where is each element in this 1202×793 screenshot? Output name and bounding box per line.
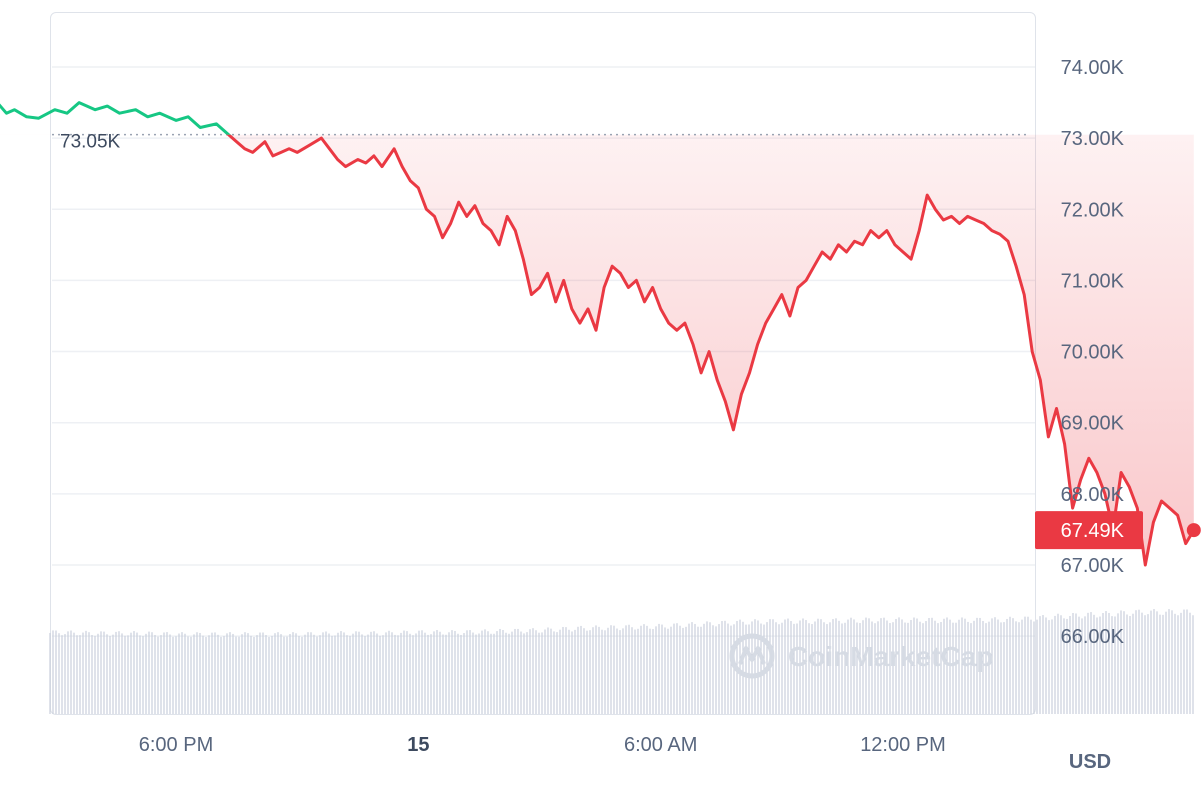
current-price-dot[interactable] [1186,523,1201,538]
x-tick-label: 6:00 PM [139,734,213,756]
y-axis: 74.00K 73.00K 72.00K 71.00K 70.00K 69.00K 68.0… [1061,57,1125,648]
y-tick-label: 69.00K [1061,413,1125,435]
watermark: CoinMarketCap [729,633,993,679]
price-line-down[interactable] [0,96,1196,567]
y-tick-label: 68.00K [1061,484,1125,506]
x-tick-label: 6:00 AM [624,734,697,756]
y-tick-label: 71.00K [1061,270,1125,292]
y-tick-label: 66.00K [1061,626,1125,648]
reference-price-label: 73.05K [60,132,121,153]
y-tick-label: 74.00K [1061,57,1125,79]
x-axis: 6:00 PM 15 6:00 AM 12:00 PM [139,734,946,756]
current-price-badge-bg [1035,511,1143,550]
y-tick-label: 72.00K [1061,199,1125,221]
current-price-badge: 67.49K [1035,511,1143,550]
x-tick-label: 15 [407,734,429,756]
volume-bars [49,609,1194,714]
price-line-up[interactable] [0,96,1194,566]
price-area-fill [0,134,1194,565]
watermark-text: CoinMarketCap [788,641,993,672]
x-tick-label: 12:00 PM [860,734,946,756]
y-tick-label: 67.00K [1061,555,1125,577]
current-price-label: 67.49K [1061,520,1125,542]
watermark-logo-mark [738,646,766,665]
watermark-logo-icon [729,633,775,679]
y-tick-label: 73.00K [1061,128,1125,150]
currency-unit-label: USD [1069,751,1111,773]
y-tick-label: 70.00K [1061,342,1125,364]
